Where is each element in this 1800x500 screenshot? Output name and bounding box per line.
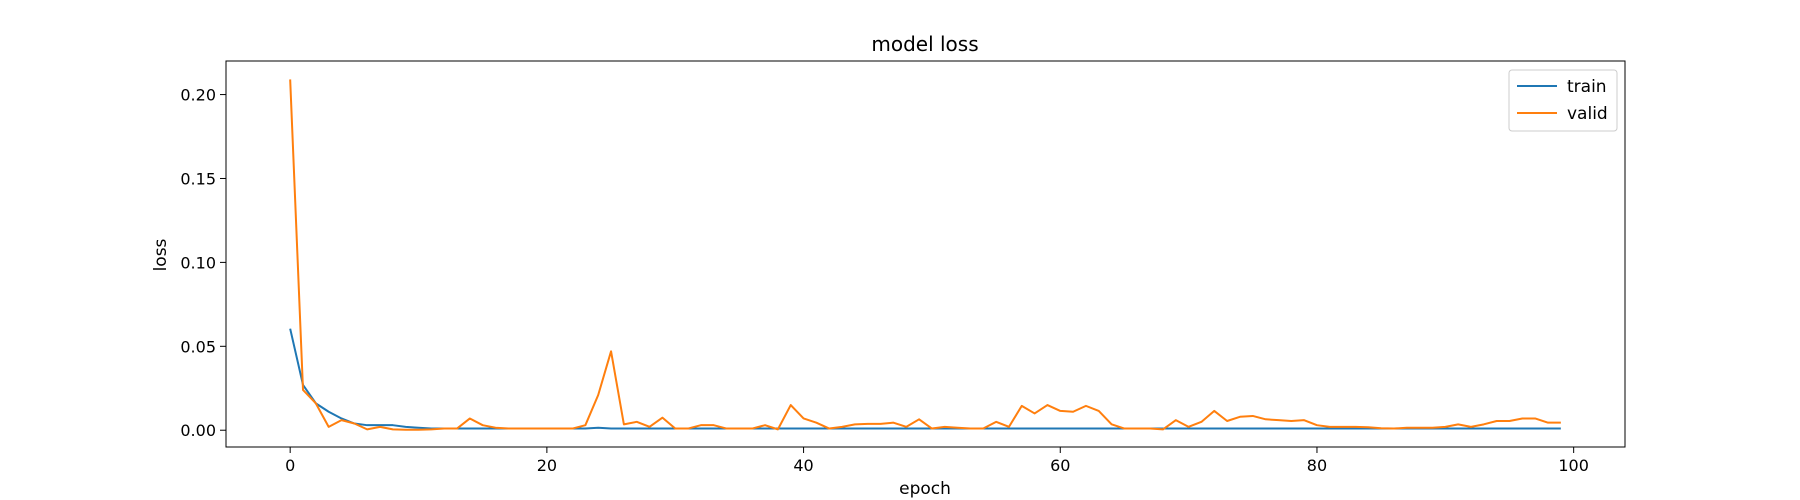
plot-frame (225, 60, 1626, 448)
legend-label-valid: valid (1567, 104, 1608, 124)
x-axis: 0 20 40 60 80 100 (285, 447, 1589, 475)
x-tick-label: 20 (537, 456, 557, 475)
y-tick-label: 0.15 (180, 169, 216, 188)
x-axis-label: epoch (899, 479, 951, 499)
y-tick-label: 0.10 (180, 253, 216, 272)
x-tick-label: 100 (1558, 456, 1589, 475)
y-tick-label: 0.05 (180, 337, 216, 356)
x-tick-label: 60 (1050, 456, 1070, 475)
x-tick-label: 0 (285, 456, 295, 475)
series-line-valid (289, 79, 1561, 431)
series-line-train (289, 328, 1561, 430)
y-tick-label: 0.20 (180, 86, 216, 105)
series-layer (289, 79, 1561, 431)
x-tick-label: 80 (1307, 456, 1327, 475)
y-tick-label: 0.00 (180, 421, 216, 440)
legend-label-train: train (1567, 77, 1607, 97)
chart-title: model loss (871, 32, 978, 56)
y-axis: 0.00 0.05 0.10 0.15 0.20 (180, 86, 226, 440)
plot-area (225, 60, 1626, 448)
legend: train valid (1508, 69, 1618, 132)
y-axis-label: loss (151, 238, 171, 271)
x-tick-label: 40 (793, 456, 813, 475)
